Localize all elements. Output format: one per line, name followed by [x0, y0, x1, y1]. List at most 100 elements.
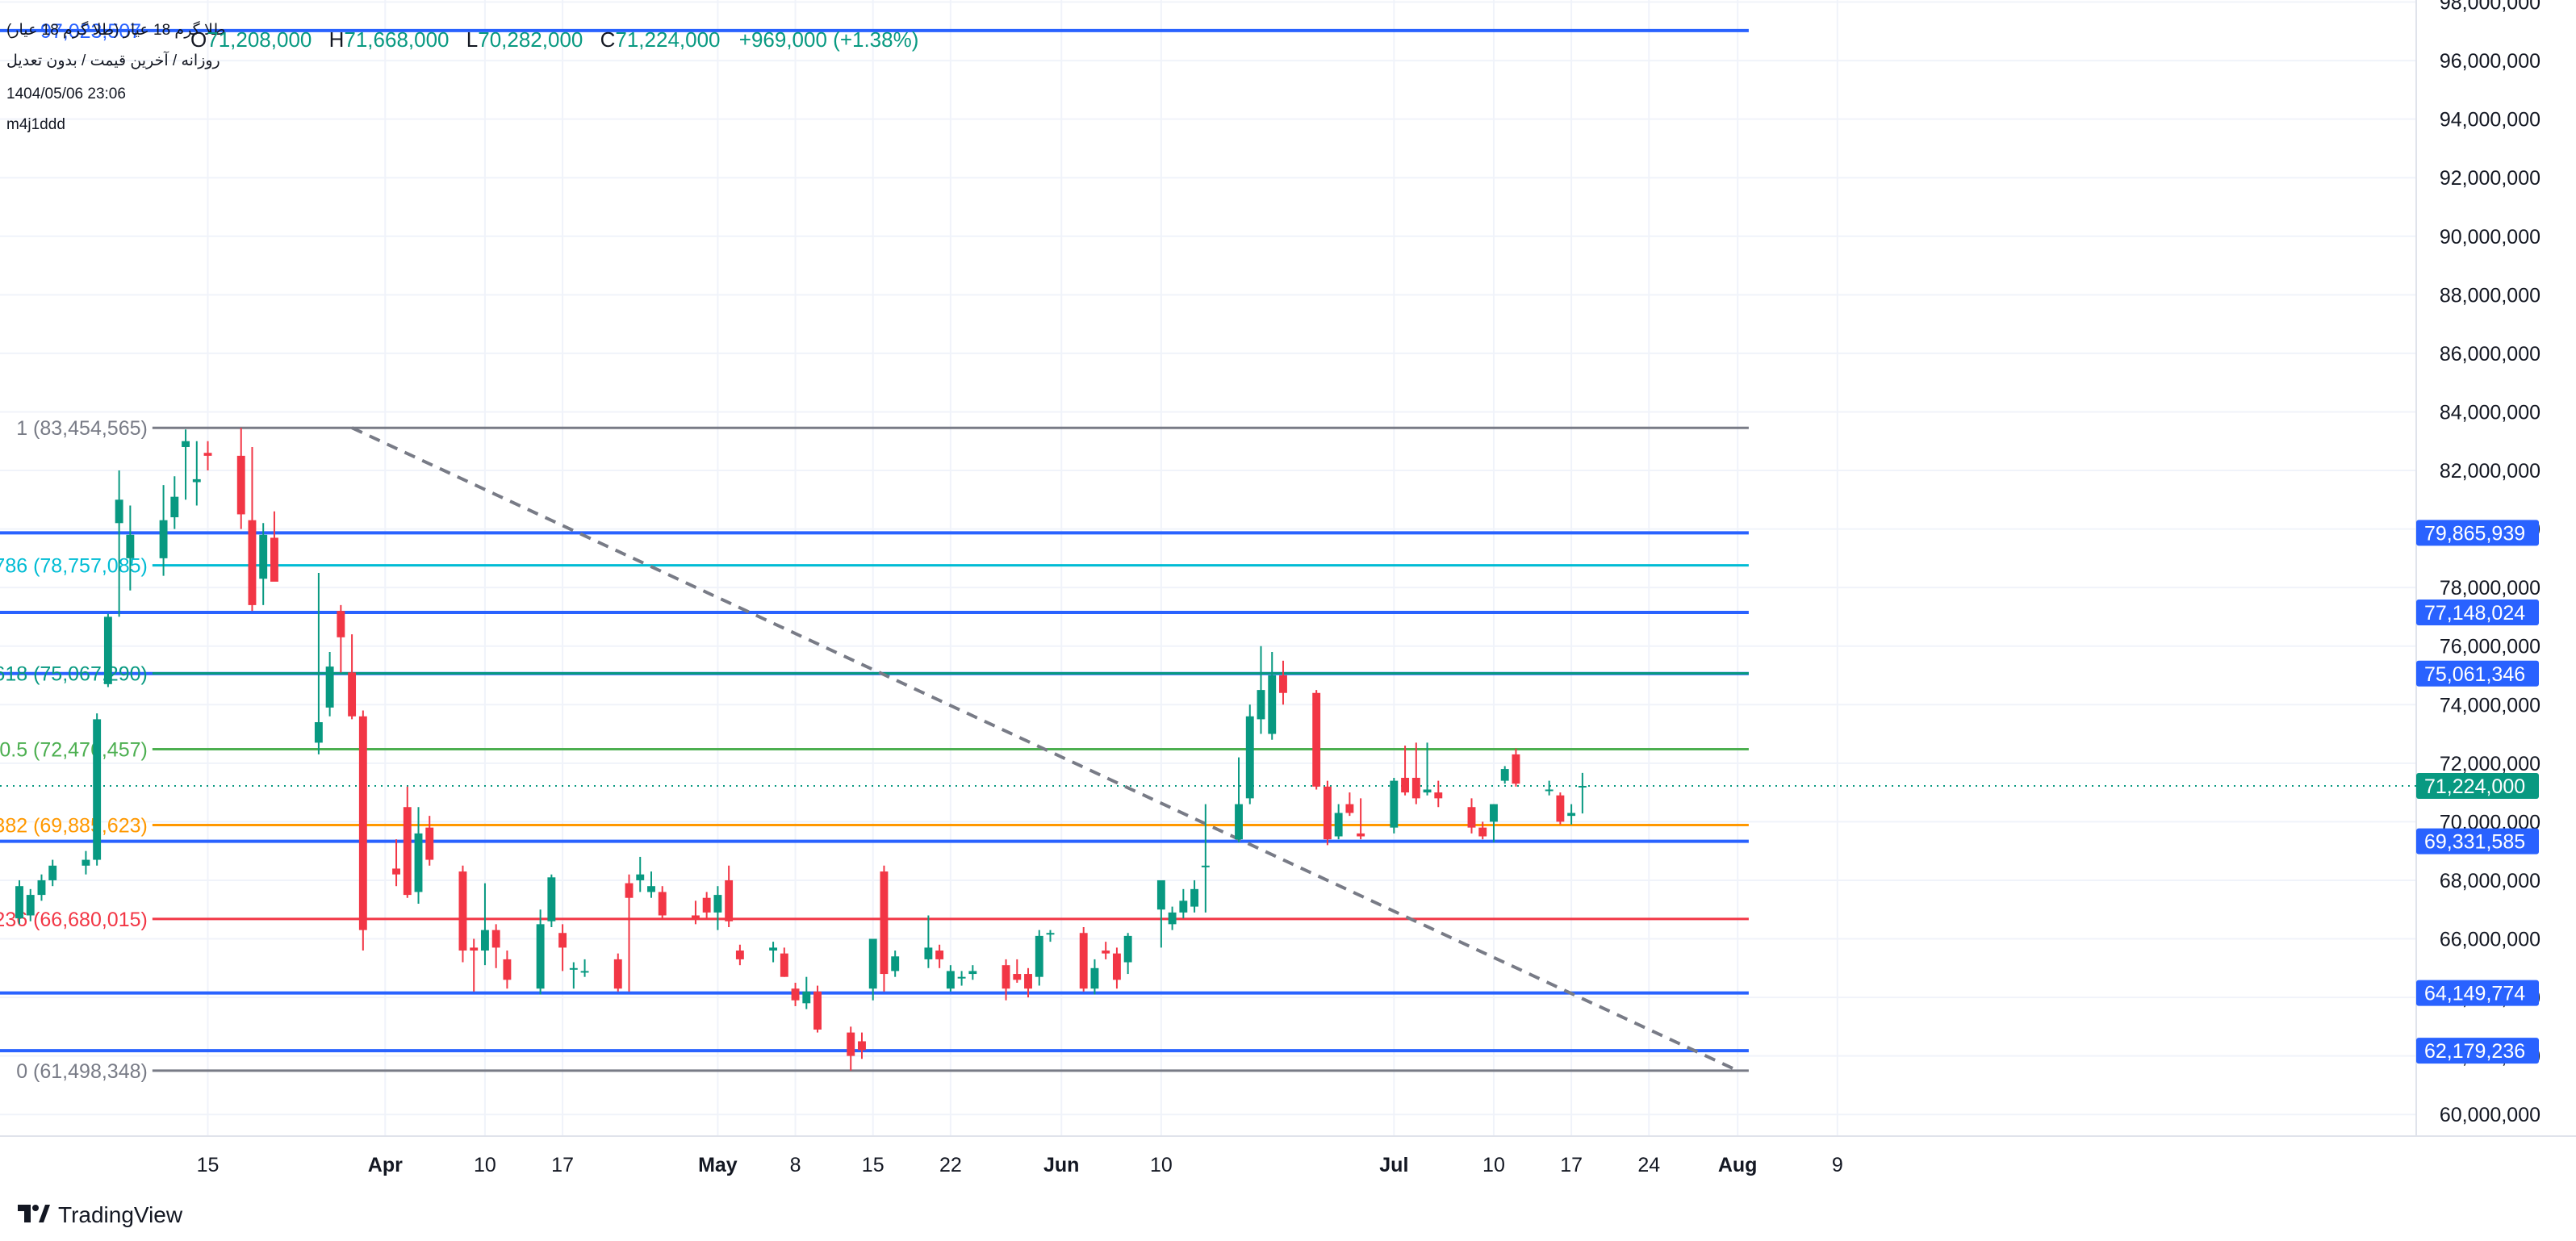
price-tick-label: 88,000,000 — [2440, 284, 2540, 307]
chart-subtitle: روزانه / آخرین قیمت / بدون تعدیل — [6, 52, 220, 69]
candle-body — [1090, 967, 1099, 989]
trend-line — [351, 426, 1739, 1072]
price-level-badge-label: 79,865,939 — [2424, 522, 2525, 545]
candle-up — [802, 976, 811, 1009]
candle-up — [1390, 777, 1399, 834]
candle-body — [1512, 754, 1520, 784]
candle-body — [270, 537, 278, 582]
candle-body — [470, 947, 479, 951]
candle-up — [1235, 757, 1243, 842]
candle-down — [1434, 780, 1443, 808]
candle-down — [1401, 746, 1410, 796]
candle-body — [613, 959, 622, 989]
time-tick-label: 24 — [1637, 1154, 1660, 1176]
price-tick-label: 76,000,000 — [2440, 636, 2540, 658]
candle-body — [891, 956, 900, 971]
fib-level-label: 1 (83,454,565) — [16, 417, 148, 440]
candle-body — [780, 953, 788, 977]
candle-body — [924, 947, 933, 959]
candle-body — [647, 886, 655, 892]
fib-level-label: 0 (61,498,348) — [16, 1060, 148, 1083]
candle-up — [37, 874, 46, 901]
candle-up — [1245, 704, 1254, 804]
candle-body — [558, 933, 567, 948]
candle-body — [93, 719, 102, 860]
candle-body — [1312, 692, 1321, 787]
price-level-badge — [2416, 600, 2539, 626]
candle-up — [968, 965, 977, 980]
time-tick-label: Jun — [1043, 1154, 1079, 1176]
last-price-badge — [2416, 772, 2539, 799]
candle-up — [1123, 933, 1132, 975]
price-level-badge-label: 64,149,774 — [2424, 983, 2525, 1005]
candle-up — [1257, 646, 1265, 734]
candle-up — [569, 962, 578, 989]
snapshot-datetime: 1404/05/06 23:06 — [6, 86, 126, 102]
price-tick-label: 82,000,000 — [2440, 460, 2540, 483]
candle-down — [491, 924, 500, 968]
candle-body — [1467, 807, 1476, 828]
author-username: m4j1ddd — [6, 116, 65, 133]
time-tick-label: 10 — [474, 1154, 496, 1176]
candle-up — [1090, 959, 1099, 995]
candle-body — [392, 868, 400, 875]
price-level-badge-label: 75,061,346 — [2424, 663, 2525, 686]
candle-body — [769, 947, 778, 951]
candles[interactable] — [15, 428, 1587, 1071]
candle-body — [702, 897, 711, 913]
candle-body — [1556, 795, 1565, 822]
candle-down — [702, 892, 711, 919]
candle-up — [414, 807, 423, 904]
candle-up — [1545, 780, 1554, 796]
candle-body — [236, 455, 245, 515]
candle-down — [880, 865, 889, 992]
low-value: 70,282,000 — [478, 27, 583, 52]
candle-body — [259, 534, 268, 579]
candle-body — [813, 991, 822, 1030]
candle-body — [37, 880, 46, 896]
symbol-name[interactable]: طلا گرم 18 عیار (طلا گرم 18 عیار) — [6, 22, 226, 39]
candle-body — [1035, 935, 1043, 977]
tradingview-brand[interactable]: TradingView — [18, 1202, 182, 1228]
candle-body — [625, 883, 634, 898]
candle-body — [248, 520, 257, 605]
candle-up — [891, 951, 900, 977]
candle-body — [725, 880, 734, 921]
candle-up — [26, 888, 35, 921]
candle-down — [1002, 959, 1010, 1001]
time-axis[interactable]: 15 Apr 10 17 May 8 15 22 Jun 10 Jul 10 17 24 Aug 9 — [197, 1154, 1843, 1176]
price-tick-label: 66,000,000 — [2440, 929, 2540, 951]
candle-body — [1257, 690, 1265, 720]
candle-up — [15, 880, 23, 925]
time-tick-label: 9 — [1832, 1154, 1843, 1176]
candle-up — [159, 485, 168, 576]
candle-body — [1002, 965, 1010, 989]
fib-level-label: 0.382 (69,885,623) — [0, 815, 148, 838]
candle-up — [115, 470, 123, 617]
price-level-badge-label: 77,148,024 — [2424, 602, 2525, 625]
candle-up — [1201, 804, 1210, 913]
candle-body — [1578, 785, 1587, 788]
fibonacci-retracement[interactable]: 1 (83,454,565) 0.786 (78,757,085) 0.618 (7… — [0, 417, 1749, 1083]
candle-body — [314, 722, 323, 743]
candle-down — [1357, 798, 1365, 840]
candle-body — [1490, 804, 1498, 822]
candle-body — [26, 895, 35, 916]
candle-body — [170, 496, 179, 518]
candle-body — [1500, 769, 1509, 781]
candle-body — [1013, 974, 1022, 980]
candle-down — [813, 985, 822, 1033]
change-value: +969,000 (+1.38%) — [738, 27, 919, 52]
trend-line-layer[interactable] — [351, 426, 1739, 1072]
candle-body — [580, 971, 589, 973]
candle-down — [248, 446, 257, 612]
candle-body — [182, 441, 190, 447]
price-tick-label: 86,000,000 — [2440, 343, 2540, 366]
candle-body — [1279, 675, 1287, 693]
price-level-badge — [2416, 1038, 2539, 1064]
fib-level-label: 0.236 (66,680,015) — [0, 909, 148, 931]
close-label: C — [600, 27, 616, 52]
candle-body — [1268, 675, 1277, 734]
candle-body — [946, 971, 955, 989]
